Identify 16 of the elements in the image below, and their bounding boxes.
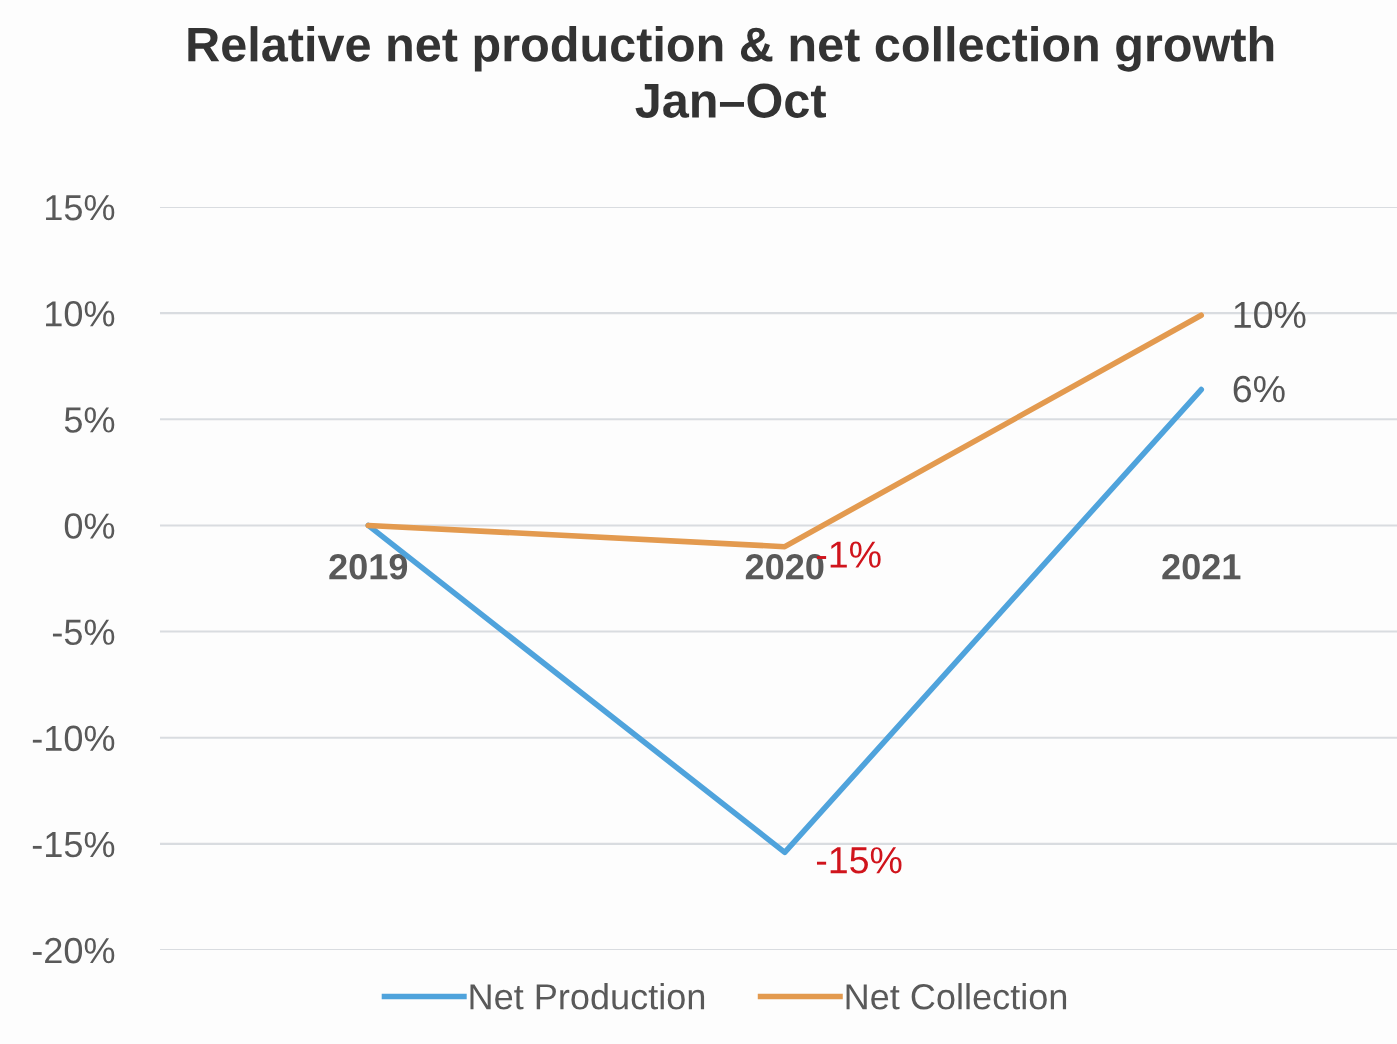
y-tick-label: 0%: [64, 513, 115, 539]
y-tick-label: -20%: [32, 937, 115, 964]
x-tick-label: 2021: [1162, 554, 1241, 580]
data-label: 10%: [1234, 301, 1306, 329]
y-tick-label: 10%: [46, 301, 115, 327]
y-tick-label: -5%: [52, 619, 115, 646]
y-tick-label: -15%: [32, 831, 115, 858]
x-tick-label: 2019: [329, 554, 408, 580]
data-label: -15%: [816, 847, 902, 874]
y-tick-label: -10%: [32, 725, 115, 752]
y-tick-label: 5%: [64, 407, 115, 433]
legend-label: Net Collection: [846, 983, 1067, 1010]
chart-title: Relative net production & net collection growth Jan–Oct: [188, 26, 1274, 118]
data-label: 6%: [1233, 375, 1285, 403]
y-tick-label: 15%: [46, 195, 115, 221]
legend-label: Net Production: [470, 983, 705, 1010]
